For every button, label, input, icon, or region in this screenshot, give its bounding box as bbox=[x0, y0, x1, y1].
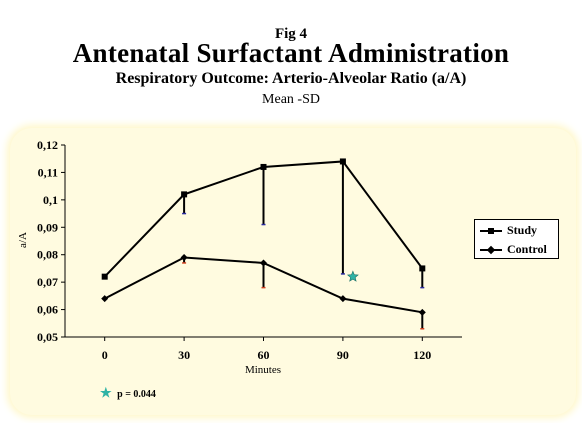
chart-legend: Study Control bbox=[474, 219, 559, 259]
data-point-study bbox=[339, 158, 346, 165]
data-point-control bbox=[101, 295, 109, 303]
y-tick-label: 0,08 bbox=[37, 248, 58, 262]
data-point-study bbox=[181, 191, 188, 198]
page-title: Antenatal Surfactant Administration bbox=[72, 38, 510, 68]
significance-text: p = 0.044 bbox=[117, 389, 156, 400]
x-tick-label: 60 bbox=[258, 348, 270, 362]
y-tick-label: 0,09 bbox=[37, 220, 58, 234]
x-tick-label: 90 bbox=[337, 348, 349, 362]
data-point-study bbox=[260, 163, 267, 170]
x-tick-label: 30 bbox=[178, 348, 190, 362]
legend-item-study: Study bbox=[475, 222, 558, 239]
y-tick-label: 0,05 bbox=[37, 330, 58, 344]
y-tick-label: 0,06 bbox=[37, 303, 58, 317]
x-tick-label: 120 bbox=[413, 348, 431, 362]
x-axis-label: Minutes bbox=[245, 364, 281, 376]
y-tick-label: 0,07 bbox=[37, 275, 58, 289]
y-tick-label: 0,1 bbox=[43, 193, 58, 207]
x-tick-label: 0 bbox=[102, 348, 108, 362]
data-point-study bbox=[101, 273, 108, 280]
chart-subsubtitle: Mean -SD bbox=[262, 92, 320, 107]
data-point-control bbox=[180, 253, 188, 261]
data-point-control bbox=[260, 259, 267, 267]
data-point-control bbox=[339, 295, 347, 303]
significance-note: ★ p = 0.044 bbox=[100, 385, 156, 401]
y-tick-label: 0,11 bbox=[38, 165, 58, 179]
data-point-control bbox=[418, 308, 426, 316]
legend-label-control: Control bbox=[507, 242, 547, 256]
chart-panel bbox=[10, 128, 576, 415]
chart-subtitle: Respiratory Outcome: Arterio-Alveolar Ra… bbox=[115, 70, 467, 87]
diamond-marker-icon bbox=[486, 245, 496, 255]
significance-star-icon bbox=[346, 270, 359, 282]
figure-label: Fig 4 bbox=[274, 26, 308, 42]
square-marker-icon bbox=[488, 228, 494, 234]
star-icon: ★ bbox=[100, 385, 112, 400]
legend-item-control: Control bbox=[475, 241, 558, 258]
data-point-study bbox=[419, 265, 426, 272]
y-tick-label: 0,12 bbox=[37, 138, 58, 152]
y-axis-label: a/A bbox=[17, 232, 29, 248]
legend-label-study: Study bbox=[507, 223, 538, 237]
